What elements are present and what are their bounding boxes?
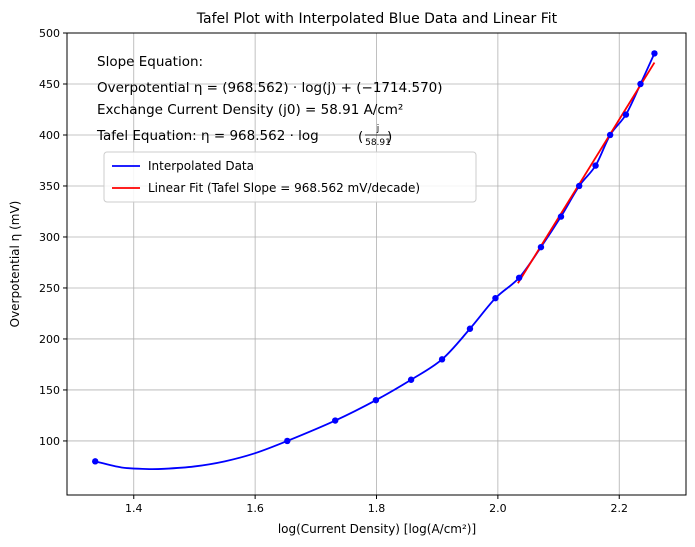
data-point — [492, 294, 499, 302]
y-tick-label: 450 — [39, 78, 60, 91]
x-tick-label: 1.4 — [125, 502, 143, 515]
legend: Interpolated Data Linear Fit (Tafel Slop… — [103, 151, 477, 203]
series-linear-fit-line — [517, 62, 656, 284]
legend-frame — [103, 151, 477, 203]
data-point — [637, 80, 644, 88]
y-axis-label: Overpotential η (mV) — [8, 201, 22, 328]
data-point — [372, 396, 380, 404]
y-tick-label: 150 — [39, 384, 60, 397]
annotation-tafel-paren-close: ) — [387, 129, 392, 145]
annotation-tafel-eq-text: Tafel Equation: η = 968.562 · log — [96, 128, 319, 144]
legend-label-linear-fit: Linear Fit (Tafel Slope = 968.562 mV/dec… — [148, 181, 420, 195]
annotation-overpotential-eq: Overpotential η = (968.562) · log(j) + (… — [97, 80, 443, 96]
annotation-slope-heading: Slope Equation: — [97, 54, 203, 70]
annotation-tafel-frac-den: 58.91 — [365, 138, 391, 148]
x-axis-label: log(Current Density) [log(A/cm²)] — [278, 522, 476, 536]
y-tick-label: 100 — [39, 435, 60, 448]
y-tick-label: 300 — [39, 231, 60, 244]
y-tick-label: 350 — [39, 180, 60, 193]
annotation-tafel-eq: Tafel Equation: η = 968.562 · log ( j 58… — [96, 124, 392, 148]
data-point — [592, 162, 599, 169]
x-tick-label: 2.0 — [489, 502, 507, 515]
y-axis-ticks: 100 150 200 250 300 350 400 450 500 — [39, 27, 67, 448]
data-point — [622, 111, 630, 118]
data-point — [515, 274, 523, 281]
annotation-exchange-current: Exchange Current Density (j0) = 58.91 A/… — [97, 102, 403, 118]
data-point — [537, 243, 545, 251]
y-tick-label: 250 — [39, 282, 60, 295]
data-point — [557, 213, 565, 220]
data-point — [606, 131, 614, 139]
data-point — [575, 182, 583, 190]
plot-points — [92, 50, 658, 465]
y-tick-label: 400 — [39, 129, 60, 142]
data-point — [284, 437, 291, 445]
chart-title: Tafel Plot with Interpolated Blue Data a… — [196, 11, 558, 27]
x-tick-label: 1.8 — [368, 502, 386, 515]
y-tick-label: 500 — [39, 27, 60, 40]
data-point — [651, 50, 658, 57]
legend-label-interpolated: Interpolated Data — [148, 159, 254, 173]
annotation-tafel-paren-open: ( — [358, 129, 363, 145]
data-point — [92, 458, 99, 465]
x-tick-label: 1.6 — [246, 502, 264, 515]
data-point — [407, 376, 415, 383]
x-axis-ticks: 1.4 1.6 1.8 2.0 2.2 — [125, 495, 628, 515]
x-tick-label: 2.2 — [610, 502, 628, 515]
data-point — [332, 417, 339, 424]
data-point — [438, 356, 446, 363]
y-tick-label: 200 — [39, 333, 60, 346]
data-point — [466, 325, 474, 332]
annotation-tafel-frac-num: j — [376, 124, 380, 134]
